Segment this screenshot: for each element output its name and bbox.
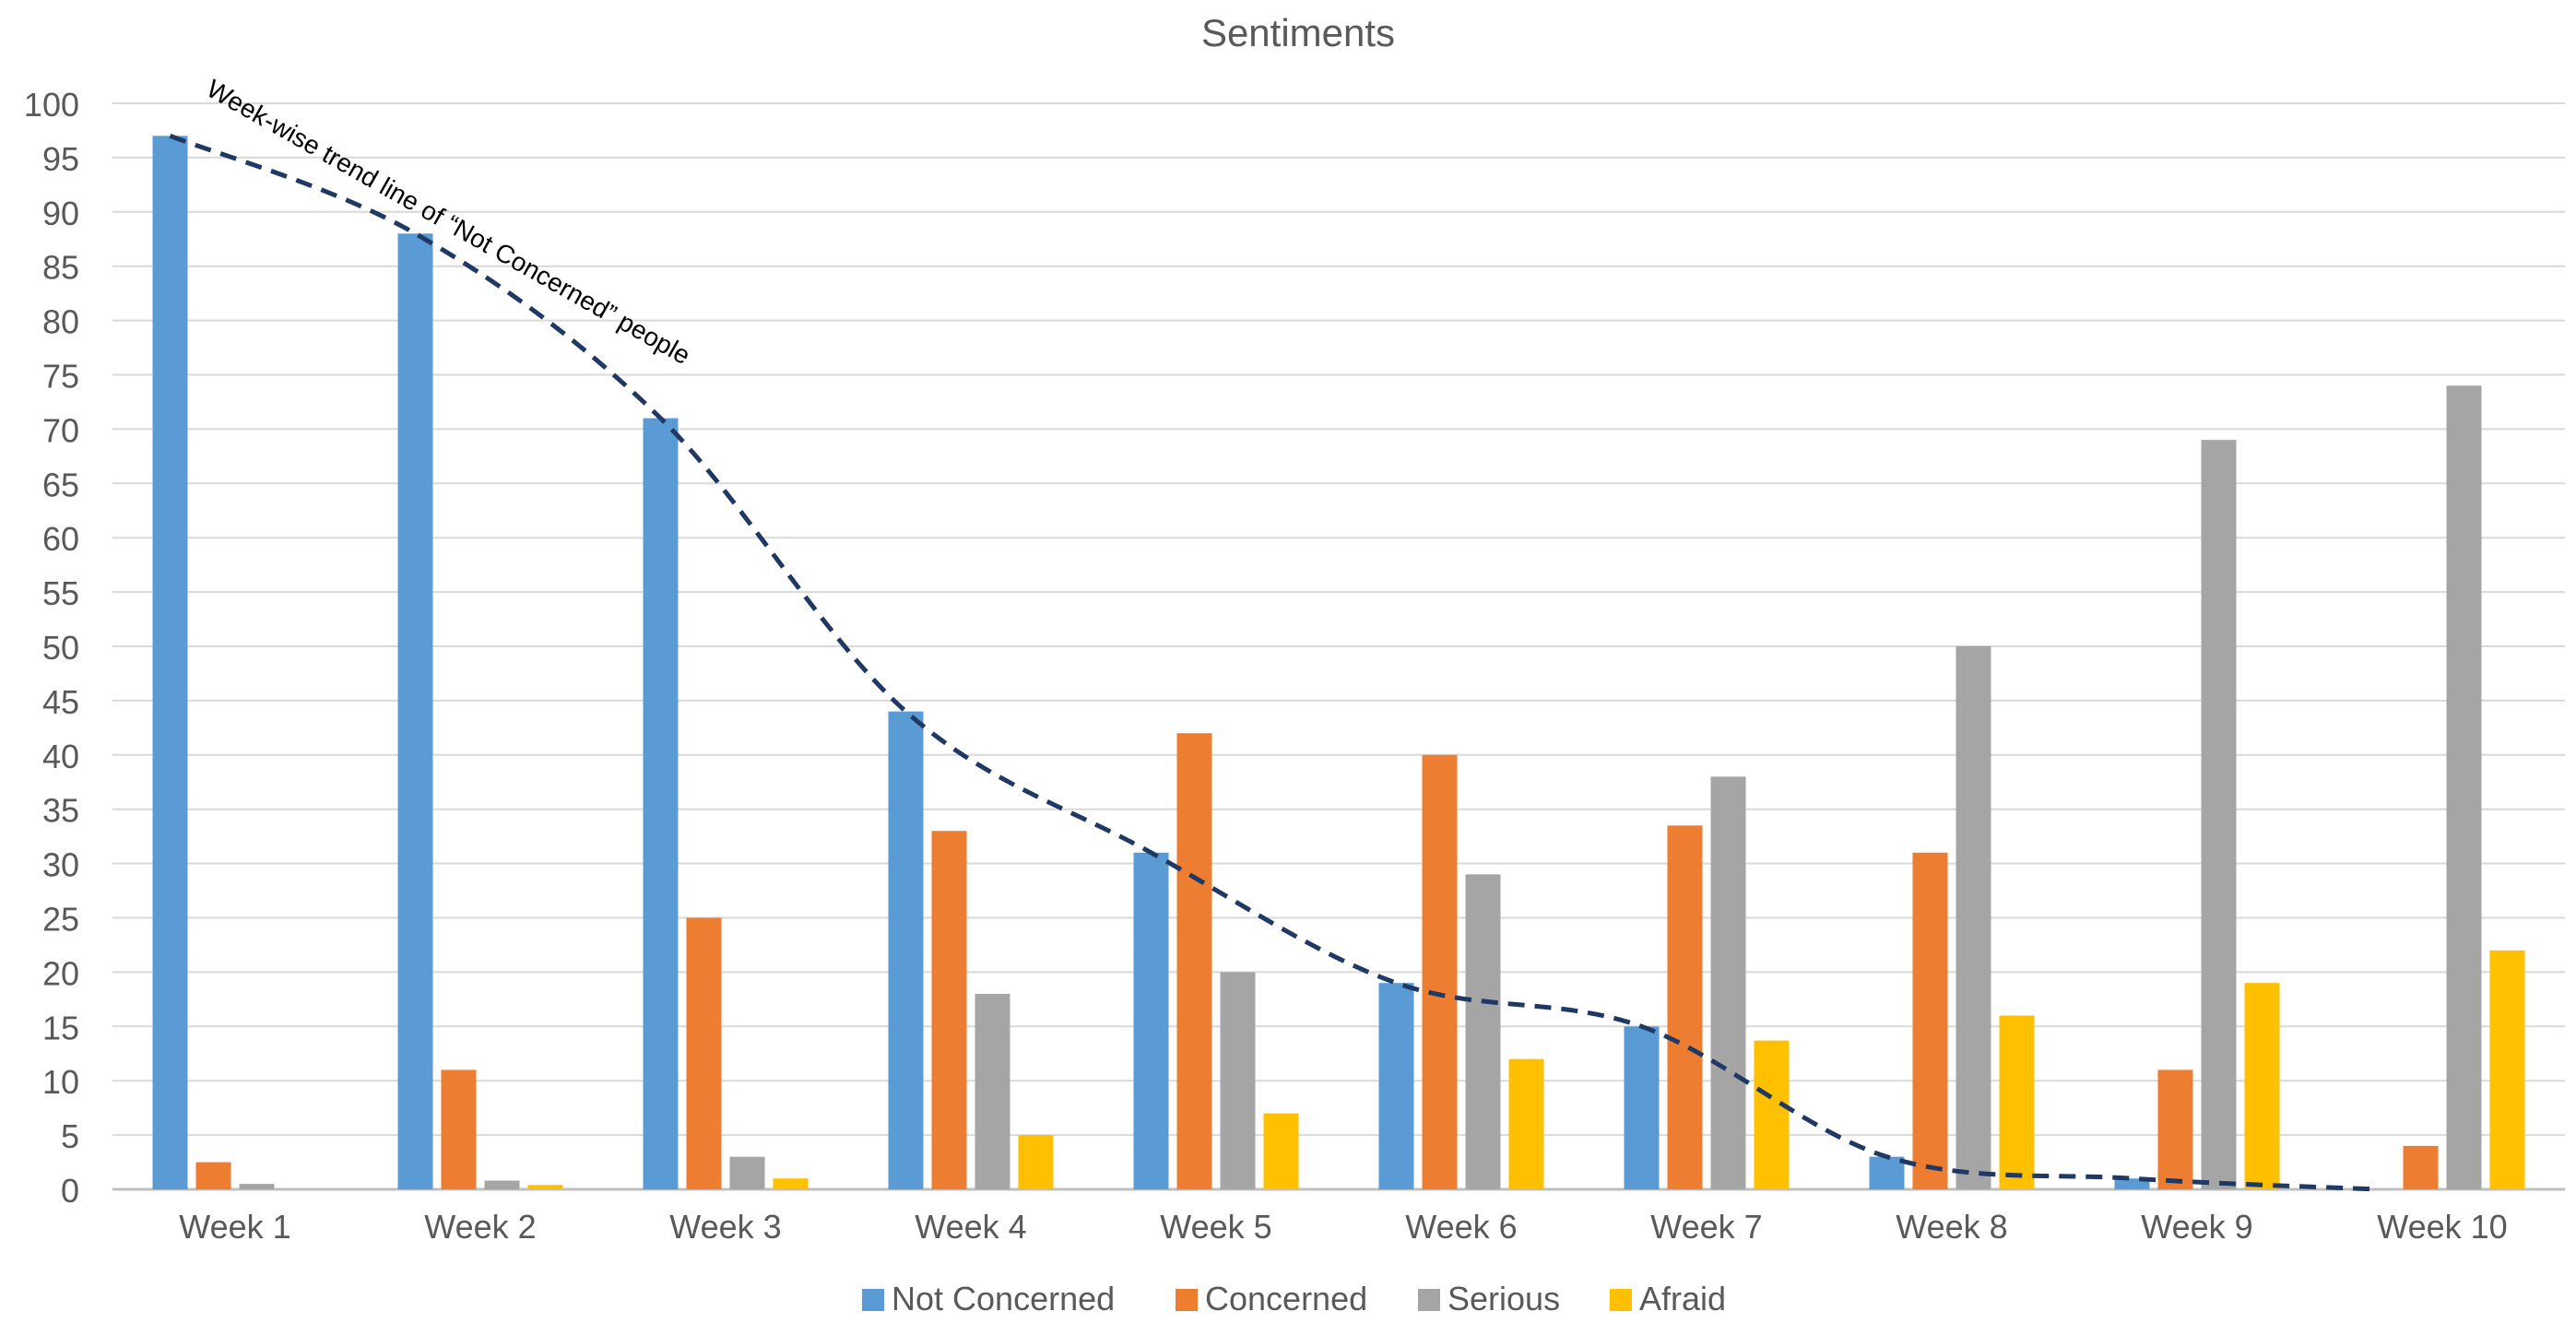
legend-item[interactable]: Concerned xyxy=(1176,1280,1367,1317)
y-axis-ticks: 0 5 10 15 20 25 30 35 40 45 50 55 60 65 70 75 80 85 90 95 10… xyxy=(24,86,79,1210)
bar-serious xyxy=(975,993,1010,1189)
y-tick-label: 50 xyxy=(42,629,79,667)
y-tick-label: 15 xyxy=(42,1009,79,1046)
bar-afraid xyxy=(2489,950,2525,1189)
x-tick-label: Week 9 xyxy=(2141,1208,2252,1246)
bar-not-concerned xyxy=(888,711,924,1189)
bar-serious xyxy=(239,1184,275,1189)
y-tick-label: 30 xyxy=(42,846,79,884)
y-tick-label: 65 xyxy=(42,466,79,503)
legend-label: Serious xyxy=(1448,1280,1560,1317)
legend-swatch xyxy=(1610,1289,1632,1311)
bar-concerned xyxy=(686,917,722,1189)
y-tick-label: 100 xyxy=(24,86,79,124)
bars xyxy=(152,136,2525,1190)
bar-not-concerned xyxy=(152,136,188,1190)
x-tick-label: Week 5 xyxy=(1160,1208,1271,1246)
y-tick-label: 45 xyxy=(42,683,79,721)
y-tick-label: 55 xyxy=(42,574,79,612)
bar-afraid xyxy=(1754,1040,1790,1189)
legend-swatch xyxy=(1176,1289,1198,1311)
trendline-annotation: Week-wise trend line of “Not Concerned” … xyxy=(202,74,695,370)
y-tick-label: 85 xyxy=(42,249,79,287)
bar-concerned xyxy=(2403,1145,2439,1189)
legend-label: Not Concerned xyxy=(892,1280,1115,1317)
bar-afraid xyxy=(1508,1058,1544,1189)
bar-concerned xyxy=(1422,754,1458,1189)
x-tick-label: Week 1 xyxy=(179,1208,290,1246)
bar-not-concerned xyxy=(643,418,679,1189)
y-tick-label: 60 xyxy=(42,520,79,558)
bar-serious xyxy=(2446,385,2482,1189)
y-tick-label: 25 xyxy=(42,901,79,939)
bar-not-concerned xyxy=(1378,983,1414,1189)
bar-concerned xyxy=(1667,825,1703,1189)
bar-concerned xyxy=(931,831,967,1189)
x-tick-label: Week 6 xyxy=(1405,1208,1517,1246)
y-tick-label: 95 xyxy=(42,140,79,178)
bar-serious xyxy=(1465,874,1501,1189)
y-tick-label: 10 xyxy=(42,1063,79,1101)
legend-label: Concerned xyxy=(1205,1280,1367,1317)
x-tick-label: Week 2 xyxy=(424,1208,536,1246)
bar-concerned xyxy=(2157,1069,2193,1189)
trendline-path xyxy=(169,134,2378,1192)
y-tick-label: 80 xyxy=(42,303,79,341)
bar-concerned xyxy=(1912,852,1948,1189)
bar-serious xyxy=(1220,972,1256,1189)
bar-not-concerned xyxy=(1133,852,1169,1189)
x-tick-label: Week 7 xyxy=(1650,1208,1762,1246)
y-tick-label: 70 xyxy=(42,411,79,449)
legend[interactable]: Not Concerned Concerned Serious Afraid xyxy=(862,1280,1726,1317)
legend-item[interactable]: Serious xyxy=(1418,1280,1560,1317)
bar-concerned xyxy=(441,1069,477,1189)
legend-label: Afraid xyxy=(1639,1280,1726,1317)
y-tick-label: 20 xyxy=(42,954,79,992)
bar-serious xyxy=(1956,646,1991,1189)
x-tick-label: Week 4 xyxy=(915,1208,1026,1246)
bar-not-concerned xyxy=(1624,1026,1660,1189)
legend-swatch xyxy=(1418,1289,1440,1311)
bar-serious xyxy=(1710,776,1746,1189)
bar-concerned xyxy=(1176,733,1212,1189)
bar-afraid xyxy=(1999,1015,2035,1189)
y-tick-label: 75 xyxy=(42,358,79,396)
bar-concerned xyxy=(195,1162,231,1189)
x-tick-label: Week 8 xyxy=(1896,1208,2007,1246)
legend-item[interactable]: Not Concerned xyxy=(862,1280,1115,1317)
chart-title: Sentiments xyxy=(1201,11,1395,54)
legend-item[interactable]: Afraid xyxy=(1610,1280,1726,1317)
y-tick-label: 35 xyxy=(42,792,79,830)
bar-not-concerned xyxy=(1869,1156,1905,1189)
legend-swatch xyxy=(862,1289,884,1311)
bar-serious xyxy=(729,1156,765,1189)
y-tick-label: 0 xyxy=(61,1172,79,1210)
y-tick-label: 40 xyxy=(42,738,79,775)
bar-afraid xyxy=(1263,1113,1299,1189)
gridlines xyxy=(112,102,2565,1191)
x-tick-label: Week 10 xyxy=(2377,1208,2507,1246)
bar-not-concerned xyxy=(397,233,433,1190)
y-tick-label: 90 xyxy=(42,195,79,232)
bar-serious xyxy=(484,1180,520,1189)
bar-afraid xyxy=(1018,1135,1054,1189)
bar-afraid xyxy=(773,1178,809,1189)
x-tick-label: Week 3 xyxy=(669,1208,781,1246)
trendline: Week-wise trend line of “Not Concerned” … xyxy=(169,74,2378,1192)
x-axis-ticks: Week 1 Week 2 Week 3 Week 4 Week 5 Week 6 Week… xyxy=(179,1208,2507,1246)
bar-serious xyxy=(2201,440,2237,1189)
bar-not-concerned xyxy=(2114,1178,2150,1189)
bar-afraid xyxy=(2244,983,2280,1189)
y-tick-label: 5 xyxy=(61,1117,79,1155)
bar-afraid xyxy=(527,1185,563,1189)
